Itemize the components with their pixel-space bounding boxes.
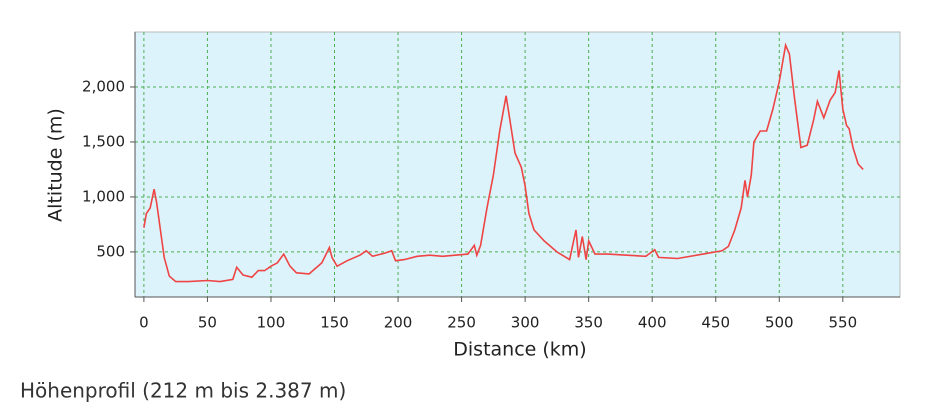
y-tick-label: 1,500 xyxy=(82,132,125,150)
x-tick-label: 200 xyxy=(384,314,413,332)
x-tick-label: 550 xyxy=(828,314,857,332)
y-tick-label: 1,000 xyxy=(82,187,125,205)
x-tick-label: 150 xyxy=(320,314,349,332)
caption: Höhenprofil (212 m bis 2.387 m) xyxy=(20,379,346,403)
plot-area xyxy=(134,31,901,298)
x-tick-label: 250 xyxy=(447,314,476,332)
x-axis-title: Distance (km) xyxy=(453,339,586,361)
x-tick-label: 350 xyxy=(574,314,603,332)
x-tick-label: 400 xyxy=(638,314,667,332)
x-tick-label: 0 xyxy=(139,314,149,332)
y-tick-label: 2,000 xyxy=(82,77,125,95)
y-tick-label: 500 xyxy=(96,242,125,260)
x-tick-label: 300 xyxy=(511,314,540,332)
x-tick-label: 450 xyxy=(701,314,730,332)
x-tick-label: 50 xyxy=(198,314,217,332)
elevation-line xyxy=(143,42,864,283)
y-axis-title: Altitude (m) xyxy=(45,108,67,222)
x-tick-label: 500 xyxy=(765,314,794,332)
x-tick-label: 100 xyxy=(257,314,286,332)
